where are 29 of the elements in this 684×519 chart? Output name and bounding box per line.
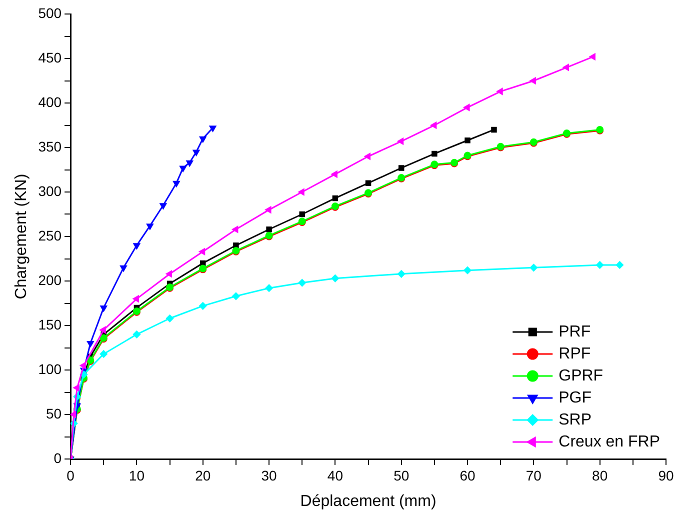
y-tick-label: 400 <box>38 94 62 110</box>
legend-label: SRP <box>558 411 592 428</box>
x-tick-label: 30 <box>261 467 278 484</box>
y-tick-label: 350 <box>38 138 62 154</box>
y-tick-label: 300 <box>38 182 62 199</box>
x-axis-title: Déplacement (mm) <box>300 492 436 510</box>
x-tick-label: 10 <box>128 467 145 484</box>
legend-label: GPRF <box>558 367 604 384</box>
x-tick-label: 60 <box>460 467 476 484</box>
x-tick-label: 40 <box>327 467 344 484</box>
y-tick-label: 100 <box>38 360 62 377</box>
legend-label: RPF <box>558 345 591 362</box>
y-tick-label: 150 <box>38 316 62 332</box>
x-tick-label: 50 <box>394 467 410 484</box>
y-tick-label: 50 <box>46 405 62 422</box>
x-tick-label: 20 <box>195 467 211 484</box>
y-axis-title: Chargement (KN) <box>13 174 30 300</box>
y-tick-label: 500 <box>38 4 62 21</box>
y-tick-label: 450 <box>38 49 62 66</box>
legend-label: PGF <box>558 389 592 406</box>
x-tick-label: 80 <box>592 467 608 484</box>
legend-label: PRF <box>558 323 591 340</box>
y-tick-label: 250 <box>38 227 62 244</box>
y-tick-label: 0 <box>54 450 62 466</box>
x-tick-label: 70 <box>526 467 542 484</box>
legend-label: Creux en FRP <box>558 433 660 450</box>
x-tick-label: 0 <box>66 467 75 484</box>
y-tick-label: 200 <box>38 272 62 288</box>
x-tick-label: 90 <box>658 467 674 484</box>
